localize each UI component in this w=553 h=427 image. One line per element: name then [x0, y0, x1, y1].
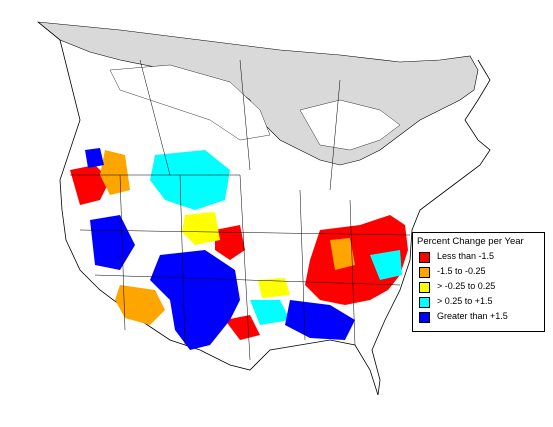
interior-white-area: [109, 64, 271, 141]
region-greater-than-1-5-south: [150, 250, 240, 350]
legend-swatch: [419, 252, 430, 263]
region-greater-than-1-5-nw: [85, 148, 104, 168]
region-neg-1-5-to-neg-0-25-east: [330, 238, 355, 270]
legend-label: -1.5 to -0.25: [437, 266, 486, 276]
map-legend: Percent Change per Year Less than -1.5 -…: [412, 232, 545, 332]
legend-swatch: [419, 312, 430, 323]
legend-label: Less than -1.5: [437, 251, 495, 261]
region-greater-than-1-5-southeast: [285, 300, 355, 340]
region-neg-0-25-to-0-25: [182, 212, 220, 245]
region-less-than-neg-1-5-central: [215, 225, 245, 260]
region-neg-1-5-to-neg-0-25-sw: [115, 285, 165, 325]
legend-label: > -0.25 to 0.25: [437, 281, 496, 291]
region-0-25-to-1-5-north: [150, 150, 230, 210]
legend-swatch: [419, 267, 430, 278]
legend-label: Greater than +1.5: [437, 311, 508, 321]
legend-swatch: [419, 282, 430, 293]
region-neg-0-25-to-0-25-east: [258, 278, 290, 298]
political-boundaries: [70, 59, 411, 361]
legend-label: > 0.25 to +1.5: [437, 296, 493, 306]
region-neg-1-5-to-neg-0-25-nw: [100, 150, 130, 195]
region-0-25-to-1-5-south: [250, 300, 290, 325]
legend-title: Percent Change per Year: [417, 236, 524, 247]
no-data-region-north: [37, 21, 479, 166]
region-less-than-neg-1-5-south: [225, 315, 260, 340]
region-greater-than-1-5-west: [90, 215, 135, 270]
interior-white-area-2: [299, 99, 401, 151]
legend-swatch: [419, 297, 430, 308]
region-0-25-to-1-5-east: [370, 250, 402, 280]
